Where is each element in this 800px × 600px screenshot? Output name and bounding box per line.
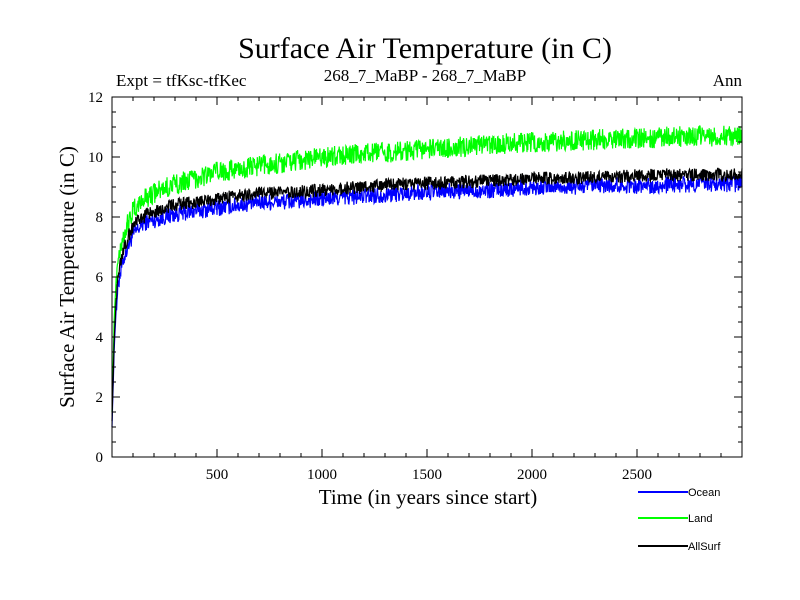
chart-title: Surface Air Temperature (in C) (238, 32, 612, 65)
plot-frame (111, 96, 743, 458)
y-tick-label: 10 (88, 150, 103, 166)
y-tick-label: 12 (88, 90, 103, 106)
x-axis-label: Time (in years since start) (319, 485, 538, 509)
experiment-label: Expt = tfKsc-tfKec (116, 71, 247, 90)
y-axis-label: Surface Air Temperature (in C) (55, 146, 79, 408)
x-tick-label: 500 (206, 467, 229, 483)
season-label: Ann (713, 71, 743, 90)
x-tick-label: 1000 (307, 467, 337, 483)
y-tick-label: 6 (96, 270, 104, 286)
x-tick-label: 2500 (622, 467, 652, 483)
series-line-land (111, 125, 743, 413)
legend: Ocean Land AllSurf (638, 487, 721, 553)
y-tick-label: 0 (96, 450, 104, 466)
legend-label-ocean: Ocean (688, 487, 720, 499)
ticks-layer: 500 1000 1500 2000 2500 0 2 4 6 8 10 12 (88, 90, 742, 483)
series-line-ocean (111, 175, 743, 428)
legend-label-land: Land (688, 513, 712, 525)
legend-label-allsurf: AllSurf (688, 541, 721, 553)
series-layer (111, 125, 743, 428)
experiment-pair: 268_7_MaBP - 268_7_MaBP (324, 66, 526, 85)
x-tick-label: 1500 (412, 467, 442, 483)
y-tick-label: 2 (96, 390, 104, 406)
x-tick-label: 2000 (517, 467, 547, 483)
series-line-allsurf (111, 167, 743, 422)
y-tick-label: 8 (96, 210, 104, 226)
y-tick-label: 4 (96, 330, 104, 346)
